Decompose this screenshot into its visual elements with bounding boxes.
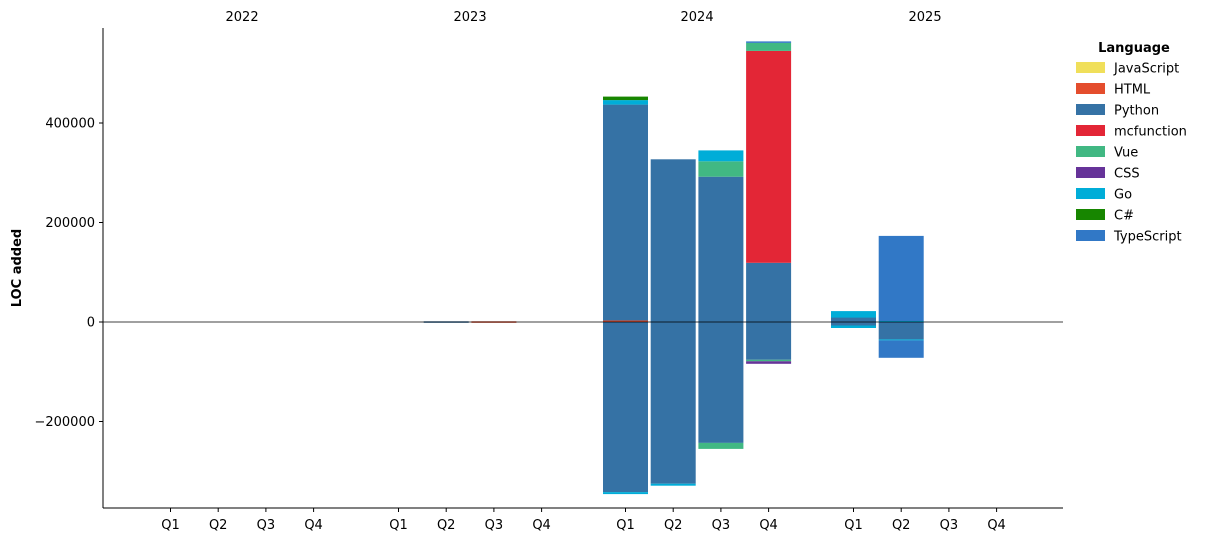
bar-segment-python [831,317,876,322]
bar-segment-python [423,322,469,323]
bar-segment-typescript [746,41,792,43]
legend-swatch [1076,209,1105,220]
bar-segment-go [650,483,696,486]
year-label: 2025 [909,10,942,25]
y-tick-label: 400000 [45,117,95,132]
legend-label: JavaScript [1113,62,1179,77]
y-tick-label: 0 [87,316,95,331]
legend-swatch [1076,230,1105,241]
legend: Language JavaScript HTML Python mcfunction Vu… [1076,41,1187,245]
bar-segment-html [603,320,648,322]
x-tick-label: Q1 [616,518,635,533]
bar-segment-html [471,322,517,323]
bar-2024-Q1 [603,96,648,495]
bar-segment-python [746,262,792,322]
legend-swatch [1076,188,1105,199]
bar-segment-python [650,159,696,322]
legend-swatch [1076,83,1105,94]
legend-label: mcfunction [1114,125,1187,140]
bar-segment-go [878,339,924,341]
legend-swatch [1076,146,1105,157]
bar-2024-Q4 [746,41,792,364]
x-tick-label: Q2 [664,518,683,533]
y-tick-label: −200000 [34,415,95,430]
x-tick-label: Q3 [485,518,504,533]
year-label: 2022 [226,10,259,25]
x-tick-label: Q4 [304,518,323,533]
bar-segment-python [603,322,648,493]
x-tick-label: Q2 [892,518,911,533]
x-tick-label: Q1 [389,518,408,533]
legend-label: Python [1114,104,1159,119]
legend-swatch [1076,104,1105,115]
bar-segment-typescript [878,235,924,321]
x-tick-label: Q1 [161,518,180,533]
bar-segment-go [698,150,744,162]
legend-swatch [1076,167,1105,178]
bar-segment-vue [698,442,744,449]
bar-segment-python [650,322,696,484]
bar-segment-go [603,100,648,105]
legend-label: Go [1114,188,1132,203]
legend-label: CSS [1114,167,1140,182]
bar-segment-css [746,361,792,364]
bar-segment-go [878,321,924,322]
bar-segment-python [698,176,744,322]
bar-segment-python [831,322,876,326]
bar-segment-python [746,322,792,360]
x-tick-label: Q2 [209,518,228,533]
axes-layer [99,28,1063,512]
bar-segment-typescript [878,340,924,358]
x-tick-label: Q4 [532,518,551,533]
legend-label: TypeScript [1113,230,1182,245]
year-label: 2024 [681,10,714,25]
x-tick-label: Q3 [940,518,959,533]
bar-2025-Q2 [878,235,924,358]
bar-segment-c- [603,96,648,101]
y-tick-label: 200000 [45,216,95,231]
bar-segment-vue [746,359,792,362]
legend-label: HTML [1114,83,1151,98]
bar-segment-python [878,322,924,340]
x-tick-label: Q3 [257,518,276,533]
legend-title: Language [1098,41,1170,56]
legend-swatch [1076,62,1105,73]
x-tick-label: Q1 [844,518,863,533]
legend-swatch [1076,125,1105,136]
bar-segment-python [698,322,744,443]
bar-2025-Q1 [831,311,876,328]
bar-2024-Q3 [698,150,744,449]
bar-segment-mcfunction [746,50,792,263]
bar-segment-go [831,325,876,328]
bars-layer [423,41,924,495]
legend-label: C# [1114,209,1134,224]
x-tick-label: Q3 [712,518,731,533]
x-tick-label: Q4 [987,518,1006,533]
bar-2024-Q2 [650,159,696,486]
bar-segment-vue [698,161,744,177]
legend-label: Vue [1114,146,1138,161]
bar-segment-python [603,104,648,321]
y-axis-label: LOC added [10,229,25,307]
labels-layer: −200000 0 200000 400000 LOC added Q1 Q2 Q3 Q4 202… [10,10,1006,533]
bar-segment-go [603,492,648,495]
x-tick-label: Q2 [437,518,456,533]
x-tick-label: Q4 [759,518,778,533]
year-label: 2023 [454,10,487,25]
bar-segment-go [831,311,876,318]
bar-segment-vue [746,42,792,51]
